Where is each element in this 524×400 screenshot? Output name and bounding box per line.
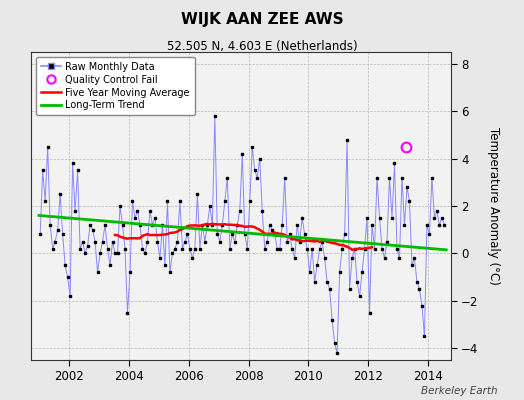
- Y-axis label: Temperature Anomaly (°C): Temperature Anomaly (°C): [487, 127, 500, 285]
- Text: WIJK AAN ZEE AWS: WIJK AAN ZEE AWS: [181, 12, 343, 27]
- Text: Berkeley Earth: Berkeley Earth: [421, 386, 498, 396]
- Text: 52.505 N, 4.603 E (Netherlands): 52.505 N, 4.603 E (Netherlands): [167, 40, 357, 53]
- Legend: Raw Monthly Data, Quality Control Fail, Five Year Moving Average, Long-Term Tren: Raw Monthly Data, Quality Control Fail, …: [36, 57, 195, 115]
